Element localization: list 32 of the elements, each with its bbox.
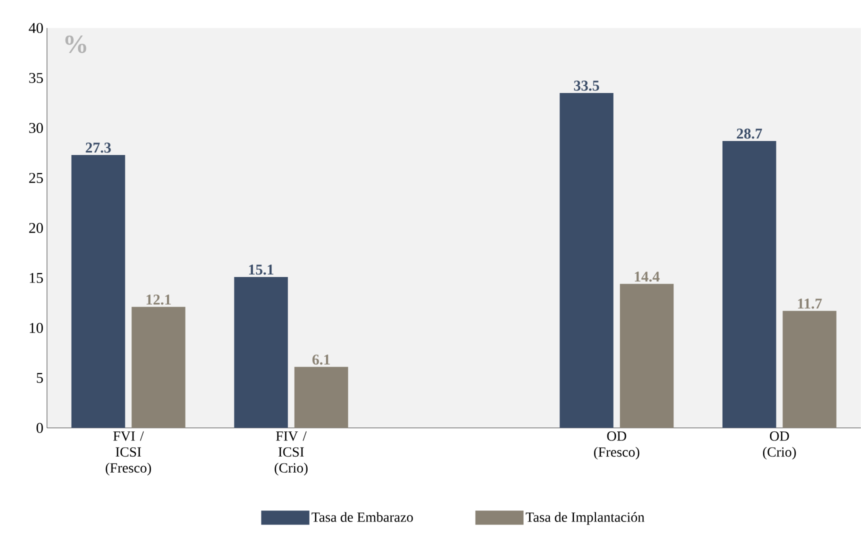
x-tick-label: FIV / ICSI (Crio) [274, 431, 308, 476]
x-tick-label: FVI / ICSI (Fresco) [106, 431, 151, 476]
data-label: 33.5 [574, 80, 600, 91]
data-label: 12.1 [146, 294, 171, 305]
bar [782, 310, 836, 428]
bar [722, 141, 776, 428]
legend-label: Tasa de Embarazo [312, 512, 413, 522]
y-tick-label: 15 [30, 273, 43, 283]
data-label: 6.1 [312, 354, 330, 365]
data-label: 28.7 [736, 128, 762, 139]
annotation: % [65, 36, 86, 54]
bar [71, 155, 126, 428]
y-tick-label: 5 [36, 373, 43, 383]
legend-label: Tasa de Implantación [526, 512, 644, 525]
data-label: 14.4 [634, 272, 660, 282]
y-tick-label: 10 [30, 322, 43, 334]
y-tick-label: 40 [28, 23, 43, 34]
bar [132, 306, 186, 428]
y-tick-label: 0 [36, 422, 43, 433]
data-label: 15.1 [249, 264, 274, 275]
y-tick-label: 30 [29, 122, 43, 134]
y-tick-label: 35 [29, 73, 43, 84]
y-tick-label: 25 [29, 173, 43, 184]
bar [294, 366, 348, 428]
x-tick-label: OD (Crio) [763, 431, 796, 460]
bar [560, 93, 614, 428]
y-tick-label: 20 [29, 222, 43, 234]
bar [620, 284, 674, 428]
x-tick-label: OD (Fresco) [594, 431, 640, 460]
bar [234, 277, 288, 428]
data-label: 11.7 [798, 298, 822, 309]
data-label: 27.3 [86, 142, 111, 153]
